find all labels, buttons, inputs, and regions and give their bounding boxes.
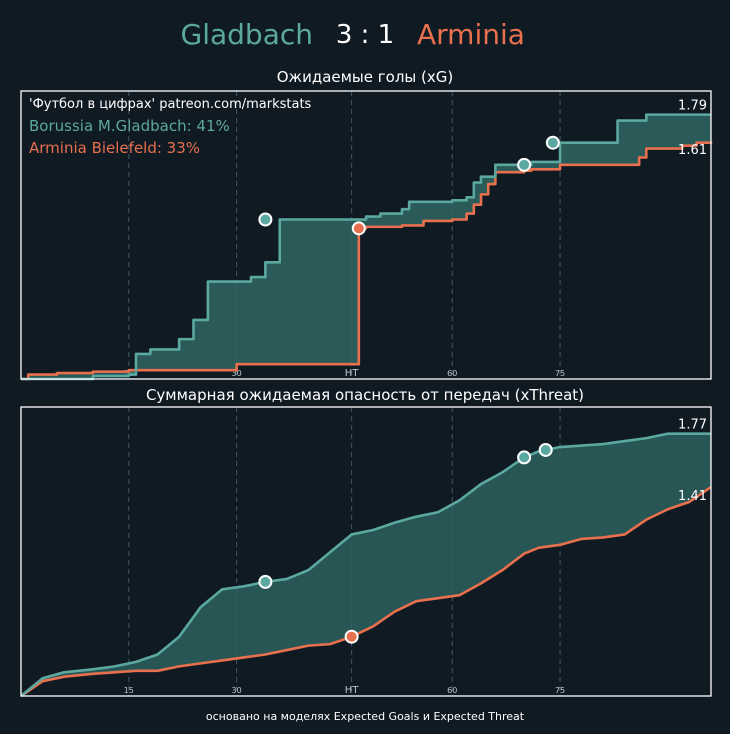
plot-frame xyxy=(20,90,712,380)
footer-note: основано на моделях Expected Goals и Exp… xyxy=(206,710,525,723)
xthreat-chart: 15 30 HT 60 75 1.77 1.41 xyxy=(20,406,712,698)
away-team-name: Arminia xyxy=(417,18,525,51)
home-series-line xyxy=(21,113,711,381)
goal-marker-away-1 xyxy=(351,221,366,236)
goal-marker-away-1 xyxy=(344,629,359,644)
away-series-line xyxy=(20,485,712,698)
x-tick-label-4: 75 xyxy=(555,369,565,378)
goal-marker-home-0 xyxy=(258,574,273,589)
source-note: 'Футбол в цифрах' patreon.com/markstats xyxy=(29,97,312,112)
x-tick-label-2: HT xyxy=(345,368,360,379)
x-tick-label-1: 30 xyxy=(232,686,242,695)
x-tick-label-4: 75 xyxy=(555,686,565,695)
goal-marker-home-2 xyxy=(517,450,532,465)
legend-home: Borussia M.Gladbach: 41% xyxy=(29,117,230,135)
x-tick-label-2: HT xyxy=(345,685,360,696)
goal-marker-home-2 xyxy=(517,157,532,172)
plot-frame xyxy=(20,406,712,697)
home-end-value: 1.77 xyxy=(678,418,707,433)
legend-away: Arminia Bielefeld: 33% xyxy=(29,139,200,157)
away-end-value: 1.61 xyxy=(678,143,707,158)
between-area xyxy=(21,433,711,696)
xthreat-chart-title: Суммарная ожидаемая опасность от передач… xyxy=(146,386,584,404)
x-tick-label-3: 60 xyxy=(447,686,457,695)
x-tick-label-3: 60 xyxy=(447,369,457,378)
home-end-value: 1.79 xyxy=(678,99,707,114)
match-score: 3 : 1 xyxy=(336,20,394,50)
goal-marker-home-3 xyxy=(545,135,560,150)
goal-marker-home-0 xyxy=(258,212,273,227)
away-series-line xyxy=(21,141,713,381)
home-team-name: Gladbach xyxy=(181,18,313,51)
x-tick-label-0: 15 xyxy=(124,686,134,695)
goal-marker-home-3 xyxy=(538,442,553,457)
between-area xyxy=(21,114,711,379)
home-series-line xyxy=(20,432,711,698)
xg-chart-title: Ожидаемые голы (xG) xyxy=(277,68,453,86)
away-end-value: 1.41 xyxy=(678,489,707,504)
x-tick-label-1: 30 xyxy=(232,369,242,378)
